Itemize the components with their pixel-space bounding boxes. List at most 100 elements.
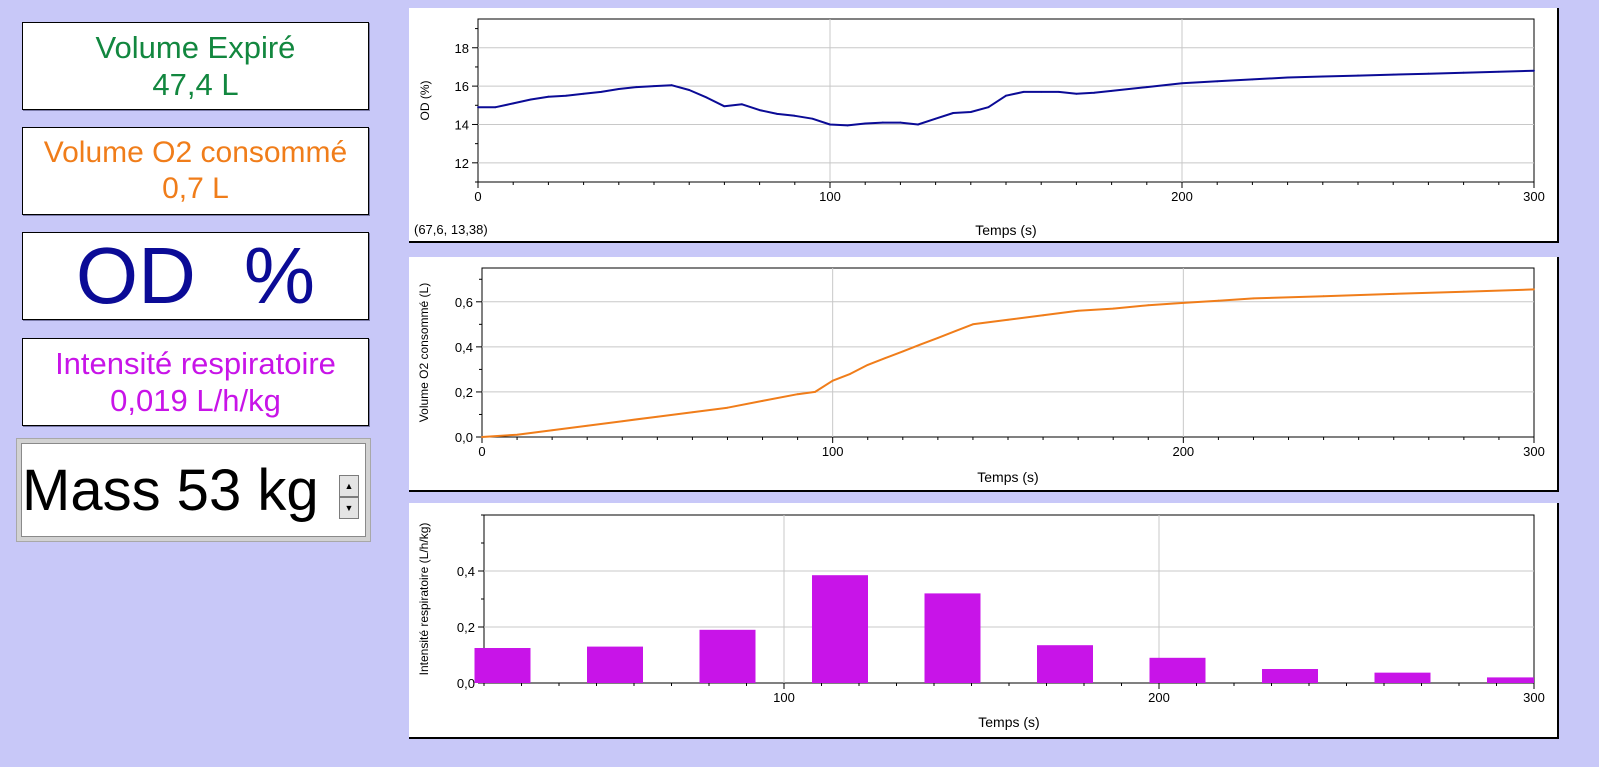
- mass-decrement-button[interactable]: ▼: [339, 497, 359, 519]
- volume-expire-label: Volume Expiré: [95, 29, 296, 65]
- plot-area: [481, 267, 1535, 438]
- data-point: [547, 95, 550, 98]
- data-point: [1533, 288, 1535, 291]
- y-tick-label-2: 0,4: [457, 564, 475, 579]
- data-point: [1392, 293, 1395, 295]
- mass-stepper-label: Mass 53 kg: [22, 457, 319, 523]
- volume-o2-label: Volume O2 consommé: [43, 136, 348, 169]
- volume-o2-value: 0,7 L: [162, 172, 229, 205]
- y-tick-label-1: 0,2: [455, 385, 473, 400]
- y-tick-label-0: 0,0: [457, 676, 475, 691]
- data-point: [1533, 69, 1535, 72]
- data-point: [1077, 309, 1080, 312]
- x-tick-label-0: 100: [773, 690, 795, 705]
- data-point: [726, 406, 729, 409]
- data-point: [793, 114, 796, 117]
- x-tick-label-3: 300: [1523, 444, 1545, 459]
- bar-1: [587, 646, 643, 683]
- x-tick-label-2: 200: [1172, 444, 1194, 459]
- data-point: [987, 106, 990, 109]
- data-point: [705, 96, 708, 99]
- mass-increment-button[interactable]: ▲: [339, 475, 359, 497]
- data-point: [1007, 318, 1009, 321]
- data-point: [516, 433, 518, 436]
- volume-o2-chart: 0 100 200 300 0,0 0,2 0,4 0,6 Temps (s) Volume O2…: [417, 267, 1545, 485]
- data-point: [884, 357, 887, 360]
- bar-5: [1037, 645, 1093, 683]
- data-point: [919, 343, 922, 346]
- data-point: [529, 98, 532, 101]
- y-tick-label-1: 14: [455, 117, 469, 132]
- data-point: [551, 429, 554, 432]
- data-point: [582, 92, 585, 95]
- data-point: [1216, 80, 1219, 83]
- od-meter: OD %: [22, 232, 369, 320]
- data-point: [917, 123, 919, 126]
- data-point: [1042, 314, 1044, 317]
- data-point: [1147, 304, 1150, 307]
- volume-o2-meter: Volume O2 consommé 0,7 L: [22, 127, 369, 215]
- data-point: [1252, 297, 1255, 300]
- data-point: [1182, 302, 1185, 304]
- data-point: [952, 112, 955, 114]
- mass-stepper[interactable]: Mass 53 kg ▲ ▼: [21, 443, 366, 537]
- volume-expire-value: 47,4 L: [152, 67, 239, 102]
- od-chart-panel[interactable]: 0 100 200 300 12 14 16 18 Temps (s) OD (%) (67,6,…: [409, 8, 1559, 243]
- data-point: [1112, 307, 1115, 310]
- data-point: [621, 420, 624, 423]
- data-point: [829, 123, 831, 126]
- y-tick-label-3: 0,6: [455, 295, 473, 310]
- bar-9: [1487, 677, 1534, 683]
- data-point: [864, 122, 867, 125]
- data-point: [1251, 78, 1254, 81]
- data-point: [635, 86, 638, 88]
- data-point: [776, 113, 779, 115]
- data-point: [494, 106, 497, 109]
- data-point: [600, 90, 603, 93]
- data-point: [761, 400, 764, 402]
- x-tick-label-0: 0: [474, 189, 481, 204]
- data-point: [512, 102, 515, 105]
- data-point: [1022, 90, 1025, 93]
- data-point: [899, 121, 902, 124]
- intensite-chart-panel[interactable]: 100 200 300 0,0 0,2 0,4 Temps (s) Intensité res…: [409, 503, 1559, 739]
- data-point: [972, 323, 974, 326]
- y-axis-title: OD (%): [418, 81, 432, 121]
- data-point: [656, 415, 659, 418]
- data-point: [954, 330, 957, 332]
- series-line-0: [481, 288, 1535, 438]
- y-tick-label-0: 12: [455, 156, 469, 171]
- y-axis-title: Intensité respiratoire (L/h/kg): [417, 523, 431, 676]
- mass-spin-buttons: ▲ ▼: [339, 475, 359, 519]
- data-point: [565, 94, 567, 97]
- data-point: [1093, 91, 1095, 94]
- bar-0: [474, 648, 531, 683]
- data-point: [811, 117, 814, 120]
- y-tick-label-3: 18: [455, 41, 469, 56]
- data-point: [723, 105, 726, 108]
- data-point: [814, 391, 817, 393]
- data-point: [1321, 75, 1324, 78]
- data-point: [936, 336, 939, 339]
- y-axis-title: Volume O2 consommé (L): [417, 283, 431, 422]
- data-point: [481, 436, 483, 438]
- plot-area: [483, 514, 1535, 684]
- x-axis-title: Temps (s): [975, 222, 1036, 238]
- plot-area: [477, 18, 1535, 183]
- data-point: [617, 88, 620, 90]
- coordinate-readout: (67,6, 13,38): [414, 222, 488, 237]
- data-point: [901, 350, 904, 353]
- data-point: [1462, 71, 1465, 74]
- data-point: [796, 393, 799, 396]
- data-point: [1040, 90, 1043, 93]
- x-axis-title: Temps (s): [978, 714, 1039, 730]
- data-point: [1392, 73, 1395, 76]
- volume-o2-chart-panel[interactable]: 0 100 200 300 0,0 0,2 0,4 0,6 Temps (s) Volume O2…: [409, 257, 1559, 492]
- data-point: [831, 379, 834, 382]
- od-chart: 0 100 200 300 12 14 16 18 Temps (s) OD (%): [418, 18, 1545, 238]
- data-point: [670, 84, 673, 87]
- x-tick-label-1: 200: [1148, 690, 1170, 705]
- data-point: [1005, 94, 1007, 97]
- data-point: [1322, 295, 1325, 298]
- intensite-meter: Intensité respiratoire 0,019 L/h/kg: [22, 338, 369, 426]
